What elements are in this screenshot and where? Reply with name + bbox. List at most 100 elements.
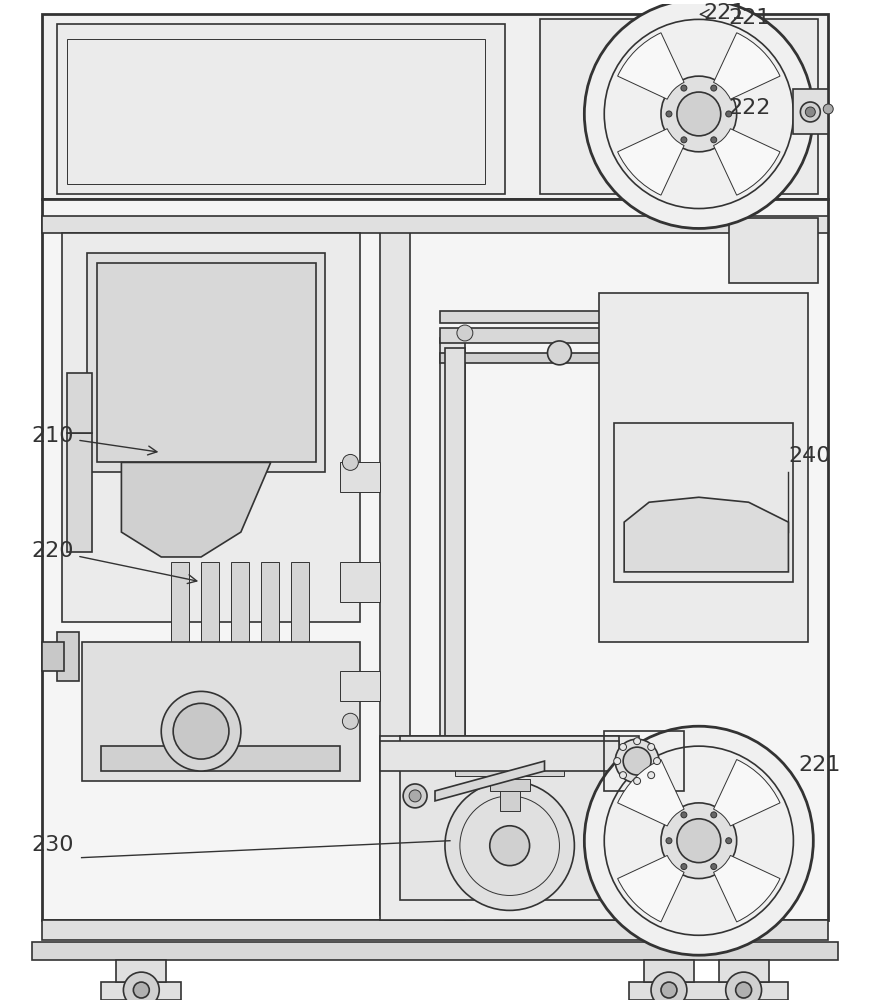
Bar	[440, 338, 465, 915]
Bar	[57, 632, 79, 681]
Text: 221: 221	[729, 8, 771, 28]
Bar	[81, 642, 361, 781]
Circle shape	[801, 102, 821, 122]
Circle shape	[162, 691, 241, 771]
Bar	[42, 14, 828, 199]
Bar	[340, 562, 381, 602]
Bar	[718, 960, 768, 982]
Circle shape	[620, 744, 627, 750]
Bar	[440, 328, 799, 343]
Circle shape	[681, 137, 687, 143]
Bar	[291, 562, 308, 761]
Text: 221: 221	[799, 755, 841, 775]
Bar	[499, 786, 519, 811]
Wedge shape	[617, 855, 684, 922]
Text: 220: 220	[31, 541, 196, 584]
Circle shape	[666, 838, 672, 844]
Circle shape	[806, 107, 815, 117]
Bar	[57, 24, 505, 194]
Circle shape	[666, 111, 672, 117]
Circle shape	[614, 758, 621, 765]
Circle shape	[403, 784, 427, 808]
Bar	[729, 218, 818, 283]
Circle shape	[623, 747, 651, 775]
Circle shape	[691, 325, 707, 341]
Circle shape	[457, 325, 473, 341]
Circle shape	[350, 42, 370, 62]
Bar	[101, 982, 181, 1000]
Circle shape	[681, 864, 687, 870]
Bar	[400, 736, 619, 900]
Circle shape	[342, 454, 358, 470]
Circle shape	[315, 47, 326, 57]
Bar	[490, 779, 530, 791]
Bar	[340, 462, 381, 492]
Bar	[86, 253, 326, 472]
Circle shape	[584, 726, 814, 955]
Bar	[508, 753, 518, 761]
Text: 210: 210	[31, 426, 157, 455]
Bar	[116, 960, 166, 982]
Wedge shape	[713, 129, 780, 195]
Wedge shape	[617, 129, 684, 195]
Circle shape	[654, 758, 661, 765]
Circle shape	[681, 812, 687, 818]
Circle shape	[651, 972, 687, 1000]
Bar	[101, 746, 340, 771]
Bar	[644, 960, 694, 982]
Bar	[62, 233, 361, 622]
Bar	[440, 311, 799, 323]
Circle shape	[711, 864, 717, 870]
Circle shape	[634, 777, 641, 784]
Circle shape	[342, 713, 358, 729]
Bar	[42, 920, 828, 940]
Circle shape	[620, 772, 627, 779]
Wedge shape	[617, 33, 684, 99]
Text: 230: 230	[31, 835, 74, 855]
Circle shape	[648, 772, 655, 779]
Circle shape	[648, 744, 655, 750]
Bar	[261, 562, 278, 761]
Bar	[171, 562, 189, 761]
Circle shape	[409, 790, 421, 802]
Wedge shape	[617, 760, 684, 826]
Polygon shape	[624, 497, 788, 572]
Circle shape	[661, 803, 737, 879]
Circle shape	[567, 116, 582, 132]
Circle shape	[395, 47, 405, 57]
Circle shape	[615, 739, 659, 783]
Bar	[42, 199, 828, 920]
Bar	[66, 373, 92, 433]
Circle shape	[725, 111, 732, 117]
Circle shape	[123, 972, 159, 1000]
Circle shape	[725, 838, 732, 844]
Bar	[97, 263, 315, 462]
Bar	[66, 39, 485, 184]
Polygon shape	[435, 761, 545, 801]
Circle shape	[547, 341, 572, 365]
Circle shape	[355, 47, 365, 57]
Circle shape	[311, 42, 331, 62]
Bar	[381, 736, 639, 920]
Bar	[201, 562, 219, 761]
Circle shape	[490, 826, 530, 866]
Circle shape	[725, 972, 761, 1000]
Bar	[340, 671, 381, 701]
Wedge shape	[713, 760, 780, 826]
Bar	[455, 746, 565, 776]
Bar	[604, 731, 684, 791]
Circle shape	[711, 137, 717, 143]
Circle shape	[134, 982, 149, 998]
Bar	[31, 942, 838, 960]
Bar	[599, 293, 808, 642]
Polygon shape	[121, 462, 271, 557]
Bar	[381, 741, 619, 771]
Circle shape	[736, 982, 752, 998]
Circle shape	[173, 703, 229, 759]
Bar	[794, 89, 828, 134]
Wedge shape	[713, 855, 780, 922]
Circle shape	[681, 85, 687, 91]
Circle shape	[661, 982, 677, 998]
Circle shape	[711, 85, 717, 91]
Bar	[440, 353, 799, 363]
